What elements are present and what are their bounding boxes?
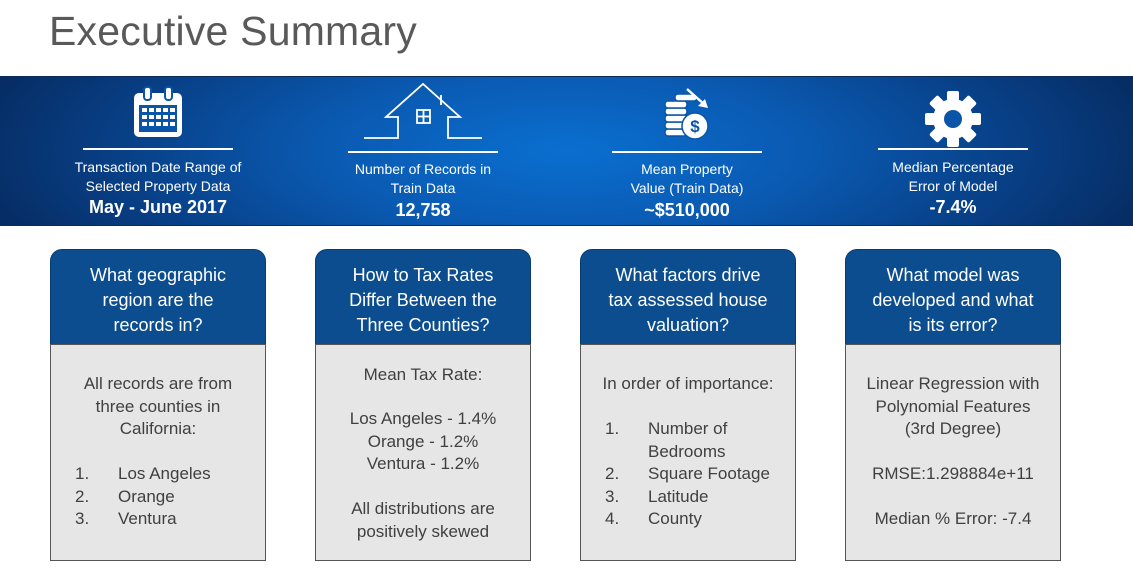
stat-median-error: Median Percentage Error of Model -7.4% xyxy=(843,77,1063,227)
svg-text:$: $ xyxy=(690,117,700,136)
rate-heading: Mean Tax Rate: xyxy=(363,365,483,384)
stat-label: Transaction Date Range of Selected Prope… xyxy=(74,159,242,194)
stat-label: Number of Records in Train Data xyxy=(354,161,492,196)
gear-icon xyxy=(925,91,981,147)
stat-value: 12,758 xyxy=(395,200,451,220)
calendar-icon xyxy=(134,86,182,137)
card-question: How to Tax Rates Differ Between the Thre… xyxy=(315,249,531,345)
stat-label: Mean Property Value (Train Data) xyxy=(630,161,744,196)
list-item: 3. Ventura xyxy=(75,509,177,528)
list-item: 3. Latitude xyxy=(605,486,709,506)
rmse-value: RMSE:1.298884e+11 xyxy=(872,464,1034,483)
card-tax-rates: How to Tax Rates Differ Between the Thre… xyxy=(315,249,531,561)
card-answer: In order of importance: 1. Number of Bedr… xyxy=(580,344,796,561)
card-answer: Linear Regression with Polynomial Featur… xyxy=(845,344,1061,561)
stats-banner: Transaction Date Range of Selected Prope… xyxy=(0,76,1133,226)
list-item: 4. County xyxy=(605,509,702,528)
card-answer: Mean Tax Rate: Los Angeles - 1.4% Orange… xyxy=(315,344,531,561)
page-title: Executive Summary xyxy=(49,8,417,54)
median-error-value: Median % Error: -7.4 xyxy=(874,509,1032,528)
card-answer: All records are from three counties in C… xyxy=(50,344,266,561)
card-valuation-factors: What factors drive tax assessed house va… xyxy=(580,249,796,561)
list-item: 1. Number of xyxy=(605,419,728,438)
card-question: What geographic region are the records i… xyxy=(50,249,266,345)
stat-mean-value: $ Mean Property Value (Train Data) ~$510… xyxy=(577,77,797,227)
factor-list: 1. Number of Bedrooms 2. Square Footage 3.… xyxy=(581,418,795,531)
card-question: What model was developed and what is its… xyxy=(845,249,1061,345)
distribution-note: All distributions are positively skewed xyxy=(351,499,495,541)
divider xyxy=(348,151,498,153)
stat-record-count: Number of Records in Train Data 12,758 xyxy=(313,77,533,227)
house-icon xyxy=(364,82,482,139)
intro-text: In order of importance: xyxy=(602,374,774,393)
divider xyxy=(83,148,233,150)
card-model-error: What model was developed and what is its… xyxy=(845,249,1061,561)
intro-text: All records are from three counties in C… xyxy=(83,374,233,438)
model-description: Linear Regression with Polynomial Featur… xyxy=(866,374,1040,438)
list-item: 2. Orange xyxy=(75,486,175,506)
list-item-continuation: Bedrooms xyxy=(648,441,726,461)
list-item: 1. Los Angeles xyxy=(75,464,211,483)
divider xyxy=(878,148,1028,150)
county-list: 1. Los Angeles 2. Orange 3. Ventura xyxy=(51,463,265,531)
coins-dollar-icon: $ xyxy=(664,88,709,140)
stat-date-range: Transaction Date Range of Selected Prope… xyxy=(48,77,268,227)
divider xyxy=(612,151,762,153)
rate-list: Los Angeles - 1.4% Orange - 1.2% Ventura… xyxy=(349,409,497,473)
card-question: What factors drive tax assessed house va… xyxy=(580,249,796,345)
card-geographic-region: What geographic region are the records i… xyxy=(50,249,266,561)
stat-label: Median Percentage Error of Model xyxy=(892,159,1014,194)
stat-value: -7.4% xyxy=(929,197,977,217)
list-item: 2. Square Footage xyxy=(605,464,770,483)
stat-value: ~$510,000 xyxy=(644,200,730,220)
stat-value: May - June 2017 xyxy=(88,197,228,217)
